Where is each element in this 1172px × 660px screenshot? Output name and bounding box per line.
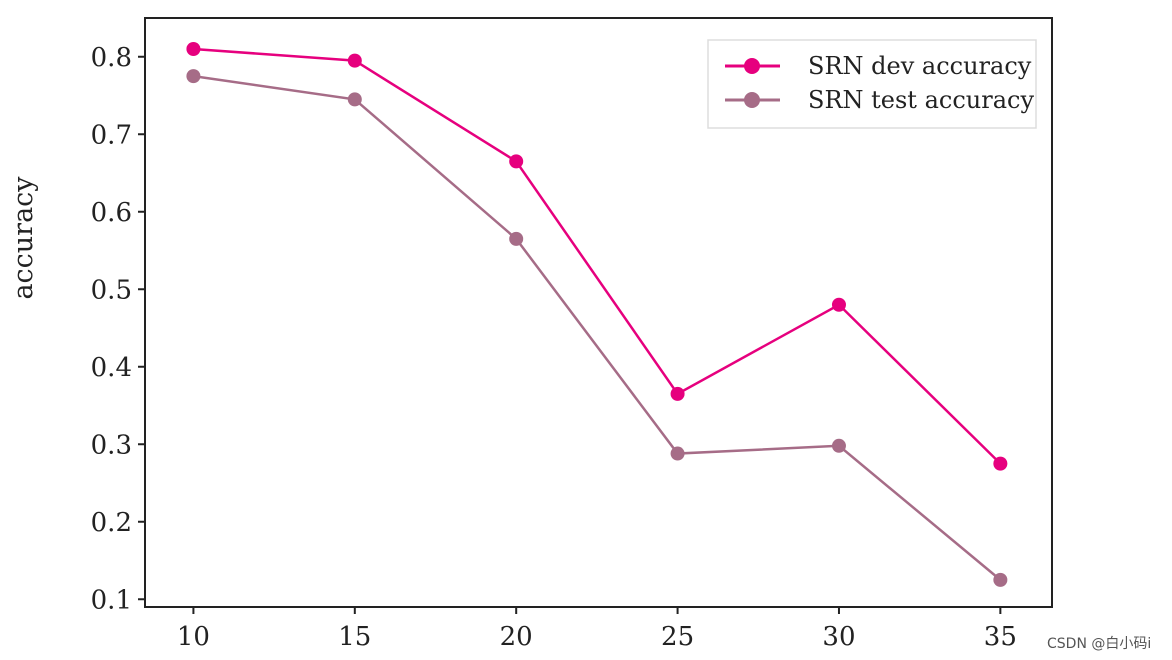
- legend-box: [707, 39, 1037, 129]
- series-line-2: [193, 74, 1002, 581]
- y-axis-label-group: accuracy: [8, 176, 39, 300]
- x-tick-label: 30: [822, 622, 855, 652]
- y-tick-label: 0.5: [91, 275, 132, 305]
- watermark: CSDN @白小码i: [1047, 636, 1151, 652]
- y-tick-label: 0.8: [91, 43, 132, 73]
- y-tick-label: 0.6: [91, 198, 132, 228]
- x-tick-label: 20: [500, 622, 533, 652]
- y-tick-label: 0.4: [91, 353, 132, 383]
- series-group: [186, 42, 1008, 587]
- y-axis-ticks: 0.1 0.2 0.3 0.4 0.5 0.6 0.7 0.8: [91, 43, 145, 615]
- data-point: [670, 386, 685, 401]
- data-point: [509, 231, 524, 246]
- legend-marker: [744, 92, 760, 108]
- plot-frame: [144, 17, 1053, 608]
- data-point: [186, 69, 201, 84]
- series-line-1: [193, 47, 1002, 465]
- data-point: [831, 297, 846, 312]
- x-tick-label: 10: [177, 622, 210, 652]
- x-tick-label: 15: [338, 622, 371, 652]
- data-point: [831, 438, 846, 453]
- legend: SRN dev accuracy SRN test accuracy: [707, 39, 1037, 129]
- data-point: [509, 154, 524, 169]
- legend-marker: [744, 58, 760, 74]
- data-point: [347, 53, 362, 68]
- y-tick-label: 0.1: [91, 585, 132, 615]
- y-tick-label: 0.2: [91, 508, 132, 538]
- legend-label: SRN dev accuracy: [808, 52, 1032, 80]
- y-tick-label: 0.3: [91, 430, 132, 460]
- data-point: [993, 572, 1008, 587]
- data-point: [186, 42, 201, 56]
- data-point: [347, 92, 362, 107]
- data-point: [993, 456, 1008, 471]
- x-axis-ticks: 10 15 20 25 30 35: [177, 607, 1017, 652]
- data-point: [670, 446, 685, 461]
- x-tick-label: 25: [661, 622, 694, 652]
- y-axis-label: accuracy: [8, 176, 39, 300]
- legend-label: SRN test accuracy: [808, 86, 1034, 114]
- x-tick-label: 35: [984, 622, 1017, 652]
- y-tick-label: 0.7: [91, 120, 132, 150]
